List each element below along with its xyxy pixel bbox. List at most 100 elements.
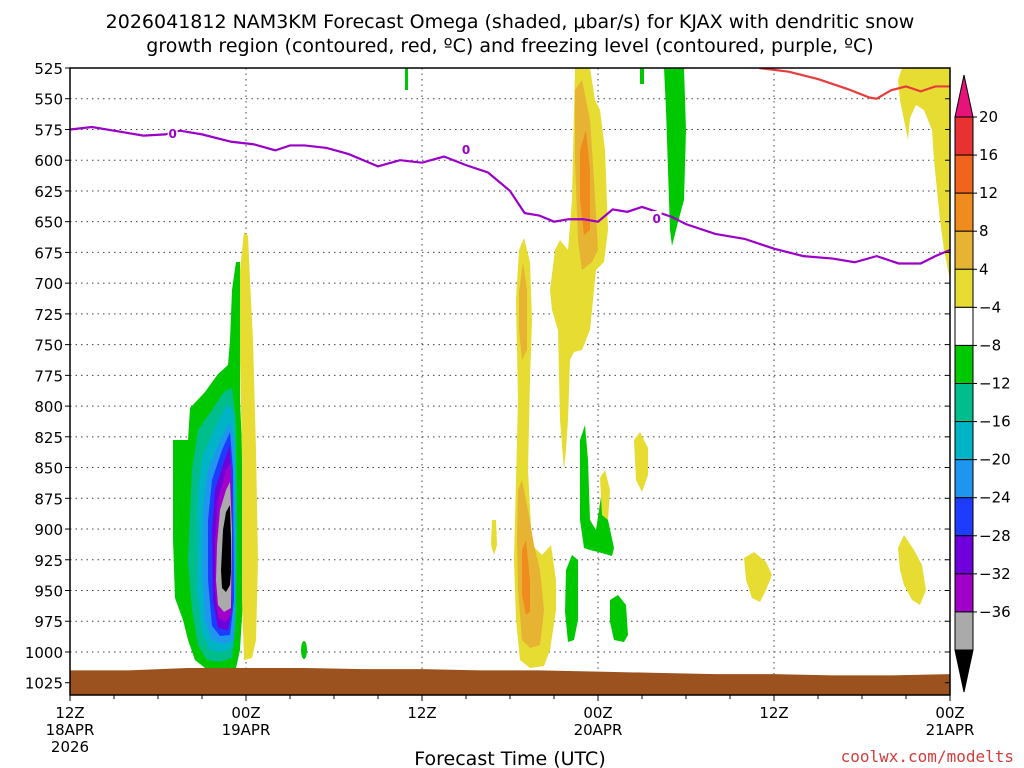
y-tick-label: 575 [34,121,63,139]
freezing-level-label-bg [651,210,662,224]
colorbar-label: −20 [979,451,1011,469]
y-tick-label: 675 [34,244,63,262]
omega-region-yellow [491,520,497,555]
x-tick-label: 00Z [583,704,612,722]
omega-region-yellow [634,432,648,492]
y-axis: 525 550 575 600 625 650 675 700 725 750 775 800 825 8… [25,60,950,693]
y-tick-label: 975 [34,613,63,631]
colorbar-bin [954,154,974,194]
omega-region-green [580,425,614,556]
freezing-level-label: 0 [462,143,470,157]
freezing-level-labels: 0 0 0 [167,126,662,226]
omega-region-green [610,595,628,642]
freezing-level-label: 0 [168,127,176,141]
colorbar-bin [954,344,974,384]
y-tick-label: 775 [34,367,63,385]
y-tick-label: 700 [34,275,63,293]
y-tick-label: 750 [34,337,63,355]
colorbar-label: 12 [979,184,998,202]
y-tick-label: 850 [34,460,63,478]
omega-region-orange [519,262,527,360]
y-tick-label: 550 [34,91,63,109]
x-tick-label: 00Z [935,704,964,722]
colorbar-bin [954,268,974,308]
y-tick-label: 625 [34,183,63,201]
y-tick-label: 1025 [25,675,63,693]
y-tick-label: 900 [34,521,63,539]
omega-region-green [640,68,644,84]
chart-title-line-2: growth region (contoured, red, ºC) and f… [146,35,873,57]
omega-region-dark-orange [580,130,590,235]
colorbar: 20 16 12 8 4 −4 −8 −12 −16 −20 −24 −28 −32 −36 [954,74,1011,693]
colorbar-label: −24 [979,489,1011,507]
x-tick-label: 00Z [231,704,260,722]
y-tick-label: 600 [34,152,63,170]
colorbar-bin [954,535,974,575]
colorbar-bin [954,306,974,346]
omega-region-yellow [898,68,950,280]
x-tick-label: 12Z [55,704,84,722]
colorbar-bin [954,611,974,651]
colorbar-label: 16 [979,146,998,164]
colorbar-label: −36 [979,603,1011,621]
chart-title-line-1: 2026041812 NAM3KM Forecast Omega (shaded… [106,11,915,33]
freezing-level-label-bg [461,142,471,156]
omega-region-green [301,641,307,659]
x-tick-label: 2026 [51,738,89,756]
omega-region-green [405,68,408,90]
x-axis-label: Forecast Time (UTC) [414,748,605,768]
colorbar-bin [954,116,974,156]
omega-region-yellow [550,68,608,470]
colorbar-bin [954,230,974,270]
colorbar-bin [954,649,974,693]
omega-region-orange [517,480,544,648]
colorbar-label: 8 [979,222,989,240]
colorbar-bin [954,192,974,232]
omega-region-yellow [600,470,610,520]
omega-region-yellow [744,552,772,602]
y-tick-label: 825 [34,429,63,447]
x-tick-label: 12Z [407,704,436,722]
colorbar-label: 4 [979,260,989,278]
y-tick-label: 950 [34,583,63,601]
colorbar-label: −16 [979,413,1011,431]
x-tick-label: 20APR [574,721,623,739]
colorbar-label: −4 [979,298,1001,316]
y-tick-label: 525 [34,60,63,78]
y-tick-label: 725 [34,306,63,324]
freezing-level-label: 0 [652,212,660,226]
colorbar-bin [954,383,974,423]
colorbar-label: −28 [979,527,1011,545]
omega-region-green [664,68,686,246]
colorbar-bin [954,497,974,537]
x-tick-label: 21APR [926,721,975,739]
y-tick-label: 1000 [25,644,63,662]
omega-region-yellow [240,232,258,660]
x-tick-label: 19APR [222,721,271,739]
x-tick-label: 18APR [46,721,95,739]
colorbar-label: −12 [979,375,1011,393]
freezing-level-contour [70,125,950,265]
colorbar-label: −32 [979,565,1011,583]
freezing-level-label-bg [167,126,178,140]
credit-text: coolwx.com/modelts [841,747,1014,766]
omega-shading: 0 0 0 [70,68,950,695]
omega-region-dark-orange [522,540,530,615]
plot-area: 0 0 0 525 550 575 600 625 650 675 700 725 750 775 800… [25,60,975,756]
colorbar-bin [954,421,974,461]
colorbar-label: 20 [979,108,998,126]
dgz-contour [759,68,950,100]
y-tick-label: 800 [34,398,63,416]
omega-region-green [565,555,578,642]
omega-region-yellow [898,535,926,605]
y-tick-label: 875 [34,490,63,508]
y-tick-label: 925 [34,552,63,570]
y-tick-label: 650 [34,214,63,232]
colorbar-bin [954,74,974,118]
colorbar-bin [954,573,974,613]
terrain-surface [70,667,950,695]
colorbar-bin [954,459,974,499]
x-tick-label: 12Z [759,704,788,722]
